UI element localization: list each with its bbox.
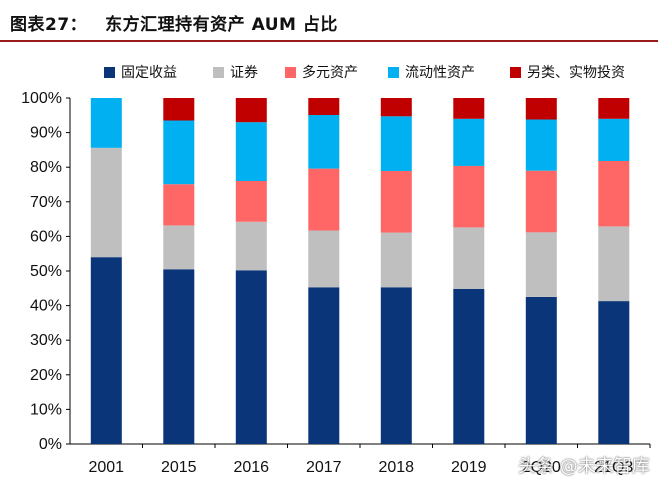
legend-item: 固定收益 <box>104 62 177 82</box>
bar-segment <box>598 98 630 119</box>
bar-segment <box>380 171 412 233</box>
bar-segment <box>308 230 340 288</box>
y-tick-label: 0% <box>39 436 62 453</box>
bar-segment <box>525 119 557 171</box>
y-tick-label: 50% <box>30 263 62 280</box>
bar-segment <box>90 98 122 148</box>
bar-segment <box>163 225 195 270</box>
bar-segment <box>235 221 267 271</box>
bar-segment <box>163 120 195 185</box>
bar-segment <box>380 98 412 117</box>
bar-segment <box>525 297 557 444</box>
bar-segment <box>90 147 122 258</box>
title-rule <box>0 40 658 42</box>
x-tick-label: 2018 <box>378 459 414 476</box>
bar-segment <box>525 170 557 233</box>
bar-segment <box>163 184 195 226</box>
bar-segment <box>598 118 630 161</box>
legend-label: 证券 <box>230 65 258 81</box>
y-tick-label: 70% <box>30 194 62 211</box>
bar-segment <box>453 98 485 119</box>
bar-segment <box>235 270 267 444</box>
legend-label: 流动性资产 <box>405 65 475 81</box>
x-tick-label: 2015 <box>161 459 197 476</box>
x-tick-label: 2019 <box>451 459 487 476</box>
bar-segment <box>163 98 195 121</box>
bar-segment <box>380 232 412 288</box>
x-tick-label: 2016 <box>233 459 269 476</box>
bar-segment <box>235 181 267 222</box>
x-tick-label: 2001 <box>88 459 124 476</box>
legend-item: 多元资产 <box>285 62 358 82</box>
bar-segment <box>380 287 412 444</box>
y-tick-label: 10% <box>30 401 62 418</box>
y-tick-label: 90% <box>30 125 62 142</box>
watermark: 头条 @未来智库 <box>518 456 650 477</box>
bar-segment <box>308 115 340 169</box>
legend-item: 流动性资产 <box>388 62 475 82</box>
legend-label: 多元资产 <box>302 65 358 81</box>
x-tick-label: 2017 <box>306 459 342 476</box>
bar-segment <box>308 287 340 444</box>
bar-segment <box>453 227 485 289</box>
chart-legend: 固定收益 证券 多元资产 流动性资产 另类、实物投资 <box>0 62 658 82</box>
bar-segment <box>90 257 122 444</box>
bar-segment <box>598 301 630 444</box>
bar-segment <box>453 165 485 228</box>
legend-label: 另类、实物投资 <box>527 65 625 81</box>
x-tick-label: 21Q3 <box>594 459 633 476</box>
bar-segment <box>380 116 412 171</box>
bar-segment <box>308 168 340 231</box>
y-tick-label: 60% <box>30 228 62 245</box>
legend-swatch <box>388 66 399 78</box>
y-tick-label: 100% <box>21 90 62 107</box>
bar-segment <box>598 226 630 302</box>
bar-segment <box>525 98 557 120</box>
y-tick-label: 80% <box>30 159 62 176</box>
bar-segment <box>598 161 630 227</box>
x-tick-label: 2Q20 <box>522 459 561 476</box>
legend-swatch <box>285 66 296 78</box>
legend-item: 另类、实物投资 <box>510 62 625 82</box>
bar-segment <box>235 122 267 181</box>
legend-swatch <box>104 66 115 78</box>
legend-swatch <box>213 66 224 78</box>
bar-segment <box>235 98 267 123</box>
bar-segment <box>453 118 485 166</box>
bar-segment <box>525 232 557 297</box>
legend-item: 证券 <box>213 62 258 82</box>
legend-swatch <box>510 66 521 78</box>
bar-segment <box>308 98 340 115</box>
y-tick-label: 40% <box>30 298 62 315</box>
bar-segment <box>453 289 485 444</box>
y-tick-label: 20% <box>30 367 62 384</box>
figure-title: 图表27： 东方汇理持有资产 AUM 占比 <box>10 10 338 35</box>
legend-label: 固定收益 <box>121 65 177 81</box>
figure-title-text: 东方汇理持有资产 AUM 占比 <box>105 15 338 35</box>
figure-number: 图表27： <box>10 15 88 35</box>
y-tick-label: 30% <box>30 332 62 349</box>
bar-segment <box>163 269 195 444</box>
